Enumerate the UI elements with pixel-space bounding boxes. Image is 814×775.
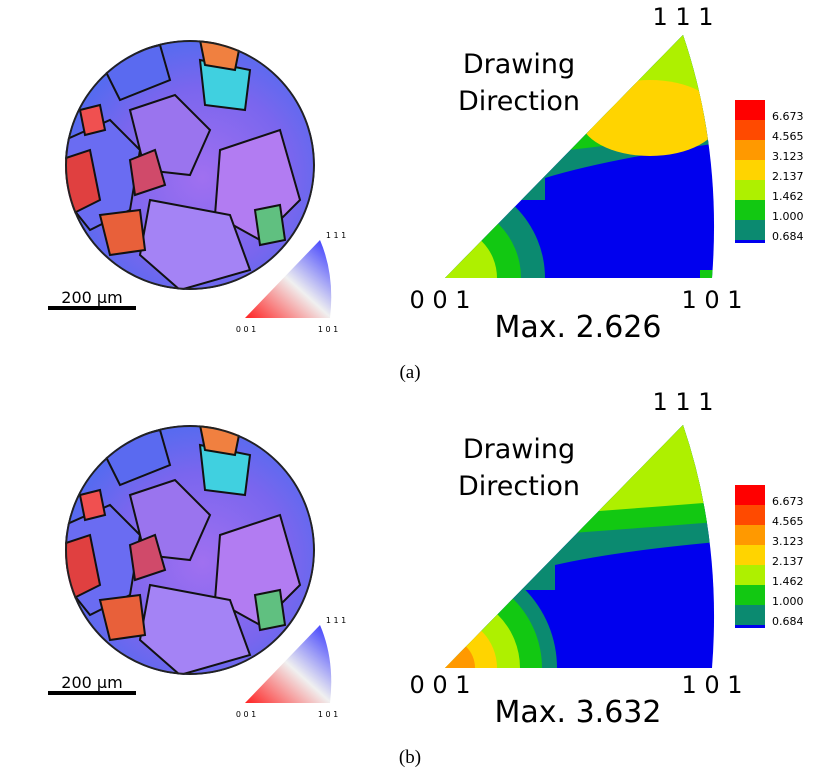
legend-label: 3.123 — [772, 150, 804, 163]
pole-label: 1 1 1 — [652, 3, 713, 31]
key-label: 0 0 1 — [236, 710, 256, 719]
legend: 6.673 4.565 3.123 2.137 1.462 1.000 0.68… — [735, 485, 804, 628]
pole-label: 1 0 1 — [681, 671, 742, 699]
ipf-title: Direction — [458, 86, 580, 117]
panel: 200 μm 1 1 1 0 0 1 1 0 1 Drawing Directi… — [48, 388, 804, 768]
caption: (a) — [399, 362, 420, 383]
legend-label: 3.123 — [772, 535, 804, 548]
legend-label: 1.462 — [772, 575, 804, 588]
max-value: Max. 2.626 — [495, 310, 662, 345]
legend: 6.673 4.565 3.123 2.137 1.462 1.000 0.68… — [735, 100, 804, 243]
ipf-title: Drawing — [463, 434, 575, 465]
legend-label: 1.000 — [772, 595, 804, 608]
key-label: 1 1 1 — [326, 231, 346, 240]
key-label: 0 0 1 — [236, 325, 256, 334]
legend-label: 2.137 — [772, 170, 804, 183]
pole-label: 1 1 1 — [652, 388, 713, 416]
orientation-map — [65, 425, 315, 675]
legend-label: 0.684 — [772, 615, 804, 628]
key-label: 1 0 1 — [318, 325, 338, 334]
color-key — [245, 240, 332, 318]
orientation-map — [65, 40, 315, 290]
ipf-title: Direction — [458, 471, 580, 502]
legend-label: 0.684 — [772, 230, 804, 243]
legend-label: 2.137 — [772, 555, 804, 568]
scale-label: 200 μm — [61, 288, 122, 307]
caption: (b) — [399, 747, 421, 768]
key-label: 1 1 1 — [326, 616, 346, 625]
legend-label: 4.565 — [772, 130, 804, 143]
legend-label: 4.565 — [772, 515, 804, 528]
scale-label: 200 μm — [61, 673, 122, 692]
pole-label: 1 0 1 — [681, 286, 742, 314]
color-key — [245, 625, 332, 703]
max-value: Max. 3.632 — [495, 695, 662, 730]
legend-label: 1.000 — [772, 210, 804, 223]
pole-label: 0 0 1 — [409, 286, 470, 314]
ipf-title: Drawing — [463, 49, 575, 80]
key-label: 1 0 1 — [318, 710, 338, 719]
legend-label: 1.462 — [772, 190, 804, 203]
legend-label: 6.673 — [772, 110, 804, 123]
pole-label: 0 0 1 — [409, 671, 470, 699]
panel: 200 μm 1 1 1 0 0 1 1 0 1 Drawing Directi… — [48, 3, 804, 383]
legend-label: 6.673 — [772, 495, 804, 508]
